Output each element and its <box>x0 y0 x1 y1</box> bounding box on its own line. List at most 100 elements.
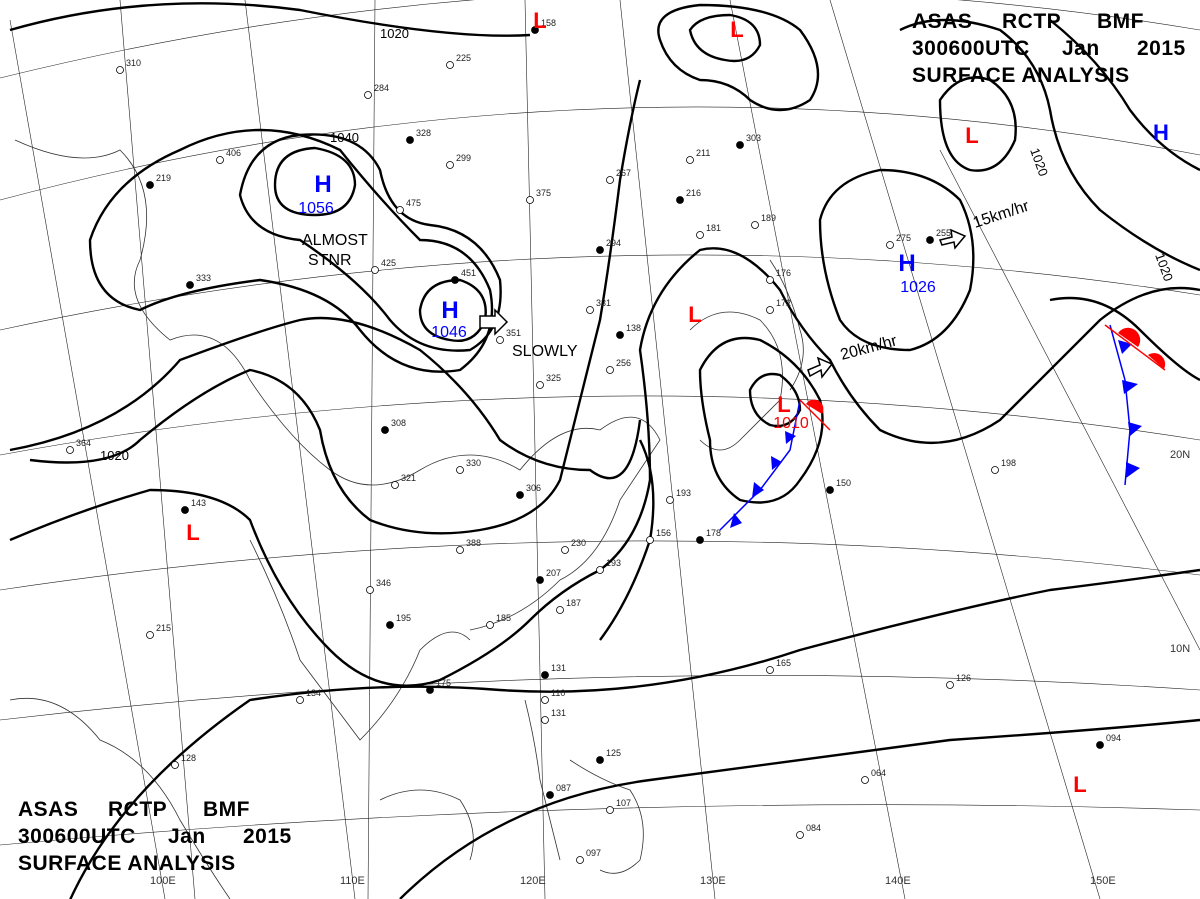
title-year: 2015 <box>243 825 292 848</box>
title-month: Jan <box>168 825 206 848</box>
station-value: 185 <box>496 613 511 623</box>
station-value: 364 <box>76 438 91 448</box>
station-marker <box>146 631 154 639</box>
isobar-label: 1020 <box>100 448 129 463</box>
station-value: 150 <box>836 478 851 488</box>
high-center-1046-value: 1046 <box>431 324 467 341</box>
station-value: 331 <box>596 298 611 308</box>
station-marker <box>926 236 934 244</box>
station-marker <box>541 696 549 704</box>
station-value: 321 <box>401 473 416 483</box>
station-value: 087 <box>556 783 571 793</box>
station-value: 325 <box>546 373 561 383</box>
high-center-1046: H <box>441 297 458 324</box>
station-marker <box>146 181 154 189</box>
low-marker-c: L <box>965 123 978 148</box>
stnr-label: STNR <box>308 252 352 269</box>
high-center-1056: H <box>314 171 331 198</box>
station-value: 187 <box>566 598 581 608</box>
title-month: Jan <box>1062 37 1100 60</box>
title-code: BMF <box>1097 10 1144 33</box>
title-year: 2015 <box>1137 37 1186 60</box>
station-value: 225 <box>456 53 471 63</box>
station-marker <box>766 306 774 314</box>
station-value: 176 <box>776 268 791 278</box>
station-marker <box>666 496 674 504</box>
latitude-lines <box>0 0 1200 846</box>
coastlines <box>9 139 804 899</box>
station-marker <box>696 231 704 239</box>
title-top-right: ASAS RCTP BMF 300600UTC Jan 2015 SURFACE ANA… <box>912 8 1186 89</box>
title-station: RCTP <box>1002 10 1062 33</box>
station-marker <box>386 621 394 629</box>
pressure-centers: H 1056 H 1046 H 1026 L 1010 H L L L L L … <box>186 8 1169 797</box>
station-value: 193 <box>606 558 621 568</box>
station-value: 125 <box>606 748 621 758</box>
isobar-label: 1020 <box>1152 251 1176 283</box>
title-agency: ASAS <box>18 798 79 821</box>
station-marker <box>296 696 304 704</box>
low-marker-e: L <box>186 520 199 545</box>
lat-label: 10N <box>1170 643 1190 655</box>
station-plots: 158 225 284 328 299 475 451 425 375 294 331 351 216 1… <box>66 18 1121 864</box>
station-marker <box>596 566 604 574</box>
station-marker <box>171 761 179 769</box>
station-marker <box>526 196 534 204</box>
lon-label: 140E <box>885 875 911 887</box>
motion-arrows <box>479 228 967 379</box>
station-value: 156 <box>656 528 671 538</box>
isobar-label: 1040 <box>330 130 359 145</box>
station-value: 333 <box>196 273 211 283</box>
station-value: 308 <box>391 418 406 428</box>
station-value: 215 <box>156 623 171 633</box>
station-value: 165 <box>776 658 791 668</box>
warm-front <box>799 324 1166 431</box>
isobar-labels: 1020 1040 1020 1020 1020 <box>100 26 1176 463</box>
station-marker <box>186 281 194 289</box>
station-value: 189 <box>761 213 776 223</box>
station-value: 094 <box>1106 733 1121 743</box>
station-value: 198 <box>1001 458 1016 468</box>
title-analysis: SURFACE ANALYSIS <box>912 64 1130 87</box>
station-marker <box>796 831 804 839</box>
station-marker <box>391 481 399 489</box>
title-agency: ASAS <box>912 10 973 33</box>
high-center-1056-value: 1056 <box>298 200 334 217</box>
station-value: 195 <box>396 613 411 623</box>
title-analysis: SURFACE ANALYSIS <box>18 852 236 875</box>
station-value: 406 <box>226 148 241 158</box>
station-marker <box>861 776 869 784</box>
lat-label: 20N <box>1170 449 1190 461</box>
station-value: 425 <box>381 258 396 268</box>
station-marker <box>366 586 374 594</box>
low-center-1010-value: 1010 <box>773 415 809 432</box>
station-value: 138 <box>626 323 641 333</box>
title-station: RCTP <box>108 798 168 821</box>
isobar-label: 1020 <box>380 26 409 41</box>
station-value: 193 <box>676 488 691 498</box>
station-marker <box>596 756 604 764</box>
station-marker <box>606 806 614 814</box>
station-value: 256 <box>616 358 631 368</box>
station-marker <box>546 791 554 799</box>
station-marker <box>596 246 604 254</box>
station-marker <box>1096 741 1104 749</box>
station-marker <box>446 161 454 169</box>
station-marker <box>451 276 459 284</box>
station-marker <box>751 221 759 229</box>
station-marker <box>381 426 389 434</box>
station-value: 143 <box>191 498 206 508</box>
high-center-ne: H <box>1153 120 1169 145</box>
station-value: 375 <box>536 188 551 198</box>
station-value: 346 <box>376 578 391 588</box>
station-marker <box>696 536 704 544</box>
graticule-labels: 100E 110E 120E 130E 140E 150E 20N 10N <box>150 449 1190 887</box>
station-value: 126 <box>956 673 971 683</box>
station-marker <box>736 141 744 149</box>
station-value: 219 <box>156 173 171 183</box>
station-marker <box>686 156 694 164</box>
almost-label: ALMOST <box>302 232 368 249</box>
station-value: 064 <box>871 768 886 778</box>
title-time: 300600UTC <box>912 37 1030 60</box>
station-value: 284 <box>374 83 389 93</box>
